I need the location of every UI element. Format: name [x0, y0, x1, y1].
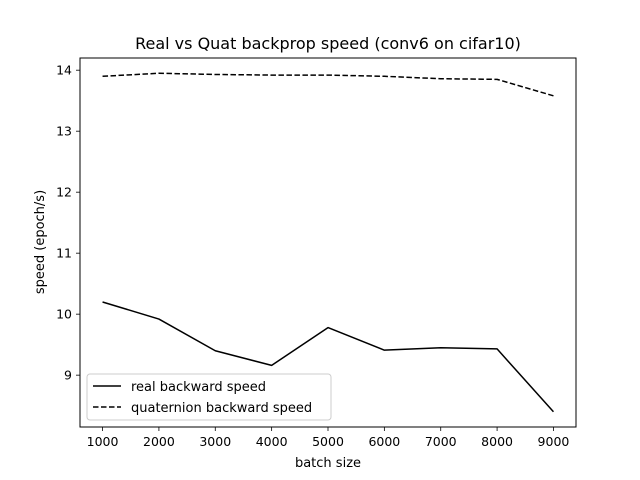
y-tick-label: 11	[56, 246, 72, 261]
y-axis-label: speed (epoch/s)	[33, 190, 48, 294]
x-axis-label: batch size	[295, 456, 361, 471]
x-tick-label: 8000	[481, 434, 513, 449]
plot-area: 1000 2000 3000 4000 5000 6000 7000 8000 9000 9 10…	[56, 57, 577, 449]
y-axis-ticks: 9 10 11 12 13 14	[56, 63, 80, 383]
chart-title: Real vs Quat backprop speed (conv6 on ci…	[135, 34, 521, 53]
legend: real backward speed quaternion backward …	[86, 373, 332, 421]
x-tick-label: 5000	[312, 434, 344, 449]
series-line-real	[102, 301, 555, 413]
x-tick-label: 6000	[368, 434, 400, 449]
y-tick-label: 12	[56, 185, 72, 200]
y-tick-label: 9	[64, 368, 72, 383]
x-tick-label: 7000	[425, 434, 457, 449]
y-tick-label: 10	[56, 307, 72, 322]
y-tick-label: 14	[56, 63, 72, 78]
x-tick-label: 3000	[199, 434, 231, 449]
series-layer	[102, 72, 555, 413]
x-tick-label: 1000	[87, 434, 119, 449]
y-tick-label: 13	[56, 124, 72, 139]
legend-label-real: real backward speed	[131, 380, 266, 395]
x-axis-ticks: 1000 2000 3000 4000 5000 6000 7000 8000 9000	[87, 427, 570, 449]
x-tick-label: 4000	[256, 434, 288, 449]
x-tick-label: 2000	[143, 434, 175, 449]
legend-box	[86, 373, 332, 421]
series-line-quaternion	[102, 72, 554, 97]
x-tick-label: 9000	[538, 434, 570, 449]
legend-label-quaternion: quaternion backward speed	[131, 401, 312, 416]
